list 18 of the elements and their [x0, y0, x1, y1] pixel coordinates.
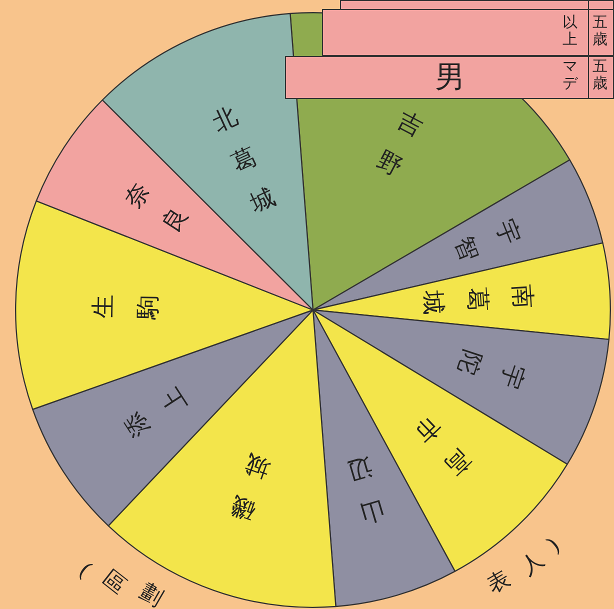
- slice-label: 添上: [118, 382, 193, 442]
- text: 以上: [562, 13, 578, 48]
- text: 五歳: [592, 13, 608, 48]
- text: 男: [435, 60, 465, 95]
- slice-label: 宇陀: [452, 346, 530, 392]
- slice-label: 宇智: [449, 216, 526, 266]
- text: (區劃: [74, 558, 168, 609]
- slice-label: 奈良: [119, 177, 193, 238]
- slice-label: 吉野: [372, 106, 428, 182]
- slice-label: 磯城: [226, 448, 275, 526]
- text: 五歳: [592, 57, 608, 92]
- slice-label: 生駒: [88, 294, 162, 320]
- slice-label: 山辺: [344, 452, 388, 528]
- text: 表人): [482, 533, 566, 599]
- text: マデ: [562, 57, 578, 92]
- slice-label: 高市: [408, 411, 476, 480]
- slice-label: 北葛城: [208, 102, 280, 219]
- slice-label: 南葛城: [418, 284, 538, 316]
